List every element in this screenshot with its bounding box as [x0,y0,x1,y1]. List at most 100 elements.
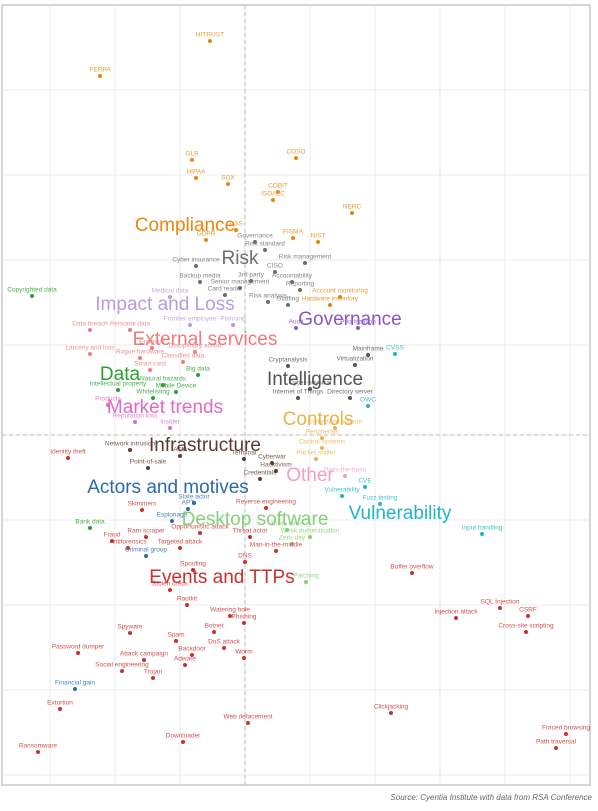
point [348,396,352,400]
point-label: Antiforensics [109,539,147,546]
point [290,280,294,284]
point [242,656,246,660]
point [36,750,40,754]
point [140,508,144,512]
point [151,396,155,400]
point-label: Directory server [327,389,374,396]
group-label: Infrastructure [149,435,261,456]
point-label: Ram scraper [127,528,165,535]
point [298,288,302,292]
point [480,532,484,536]
point-label: 3rd party [238,272,264,279]
point [249,279,253,283]
point [76,651,80,655]
point [126,546,130,550]
point [208,39,212,43]
point [30,294,34,298]
point [178,546,182,550]
point [170,519,174,523]
point-label: Reputation loss [113,413,159,420]
point-label: Point-of-sale [130,459,167,466]
point-label: DSS [229,221,243,228]
point [186,507,190,511]
point-label: Spoofing [180,561,206,568]
point [222,646,226,650]
point [198,280,202,284]
point-label: Insider [160,419,180,426]
point [286,303,290,307]
point-label: Identity theft [50,449,86,456]
point-label: Prioritization [340,319,376,326]
point [228,614,232,618]
point-label: Cryptanalysis [268,357,308,364]
point-label: Reporting [286,281,315,288]
point-label: Control systems [299,439,346,446]
point-label: Terminal [232,450,257,457]
point [314,457,318,461]
point [350,211,354,215]
point [366,353,370,357]
point [286,364,290,368]
point [271,198,275,202]
point-label: Larceny and loss [65,345,115,352]
point-label: Natural hazards [140,376,187,383]
point-label: Brute force [271,521,303,528]
group-label: Risk [222,248,259,269]
point [320,446,324,450]
point [266,300,270,304]
grid [2,5,590,785]
point-label: HIPAA [186,169,206,176]
point [133,420,137,424]
point-label: Botnet [205,623,224,630]
group-label: Market trends [107,397,223,418]
point-label: COBIT [268,183,288,190]
point [338,295,342,299]
point [185,603,189,607]
point [389,711,393,715]
point-label: NIST [311,233,326,240]
point-label: Disciplinary action [169,343,222,350]
point [58,707,62,711]
point-label: Watering hole [210,607,250,614]
point [231,323,235,327]
point-label: CSRF [519,607,537,614]
point-label: Vulnerability [324,487,360,494]
group-label: Other [286,465,334,486]
point [168,588,172,592]
point-label: Opportunistic attack [171,524,229,531]
point [188,323,192,327]
point [106,403,110,407]
point [246,721,250,725]
point-label: Adware [174,656,196,663]
point [88,526,92,530]
group-label: Events and TTPs [149,567,294,588]
point-label: Ransomware [19,743,58,750]
point-label: Senior management [211,279,270,286]
point-label: Planning [220,316,246,323]
point [274,469,278,473]
point [178,454,182,458]
point [120,669,124,673]
point [242,621,246,625]
point [181,360,185,364]
point [146,466,150,470]
point-label: ISO/IEC [261,191,285,198]
point-label: GDPR [197,231,216,238]
point-label: Buffer overflow [390,564,434,571]
point-label: Weak authentication [281,528,340,535]
point [410,571,414,575]
point [174,639,178,643]
point [150,346,154,350]
point [554,746,558,750]
point [363,485,367,489]
point-label: Packet sniffer [296,450,336,457]
point-label: Mainframe [353,346,384,353]
source-note: Source: Cyentia Institute with data from… [390,793,592,802]
point-label: Worm [235,649,252,656]
point [308,535,312,539]
point-label: COSO [286,149,305,156]
point [174,390,178,394]
point [234,228,238,232]
point [303,261,307,265]
point-label: Risk standard [245,241,285,248]
